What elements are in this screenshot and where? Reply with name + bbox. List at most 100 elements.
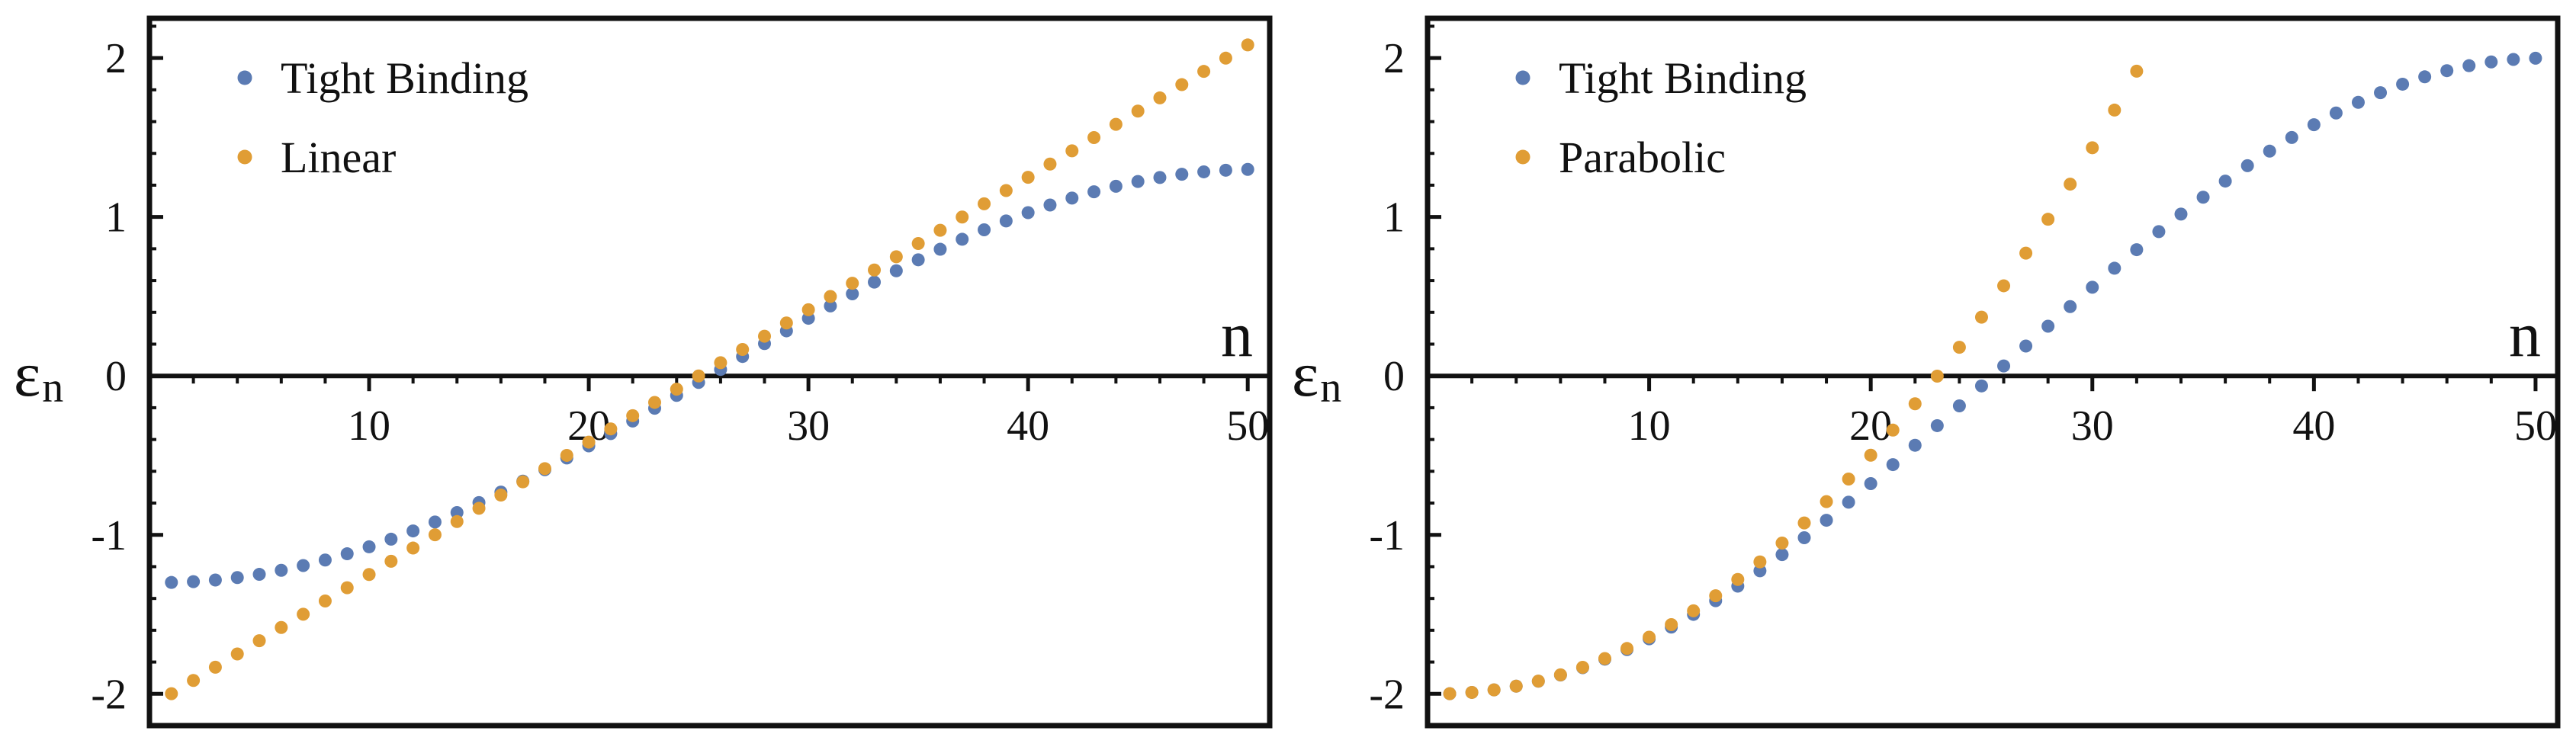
y-tick-label: 1 — [1383, 194, 1405, 242]
legend-label: Tight Binding — [1559, 53, 1807, 103]
x-tick-label: 40 — [1007, 402, 1049, 450]
x-axis-label: n — [2509, 300, 2541, 370]
data-point — [736, 342, 750, 356]
data-point — [472, 502, 486, 515]
data-point — [362, 540, 376, 553]
data-point — [297, 607, 310, 621]
data-point — [318, 553, 332, 567]
data-point — [1241, 38, 1254, 52]
data-point — [1775, 536, 1789, 550]
data-point — [208, 573, 222, 587]
data-point — [275, 563, 288, 577]
data-point — [1065, 144, 1079, 158]
x-tick-label: 50 — [2514, 402, 2557, 450]
data-point — [911, 253, 925, 267]
data-point — [384, 554, 398, 568]
legend-marker — [1515, 70, 1531, 85]
y-tick-label: -2 — [91, 671, 127, 718]
legend-marker — [237, 149, 252, 165]
data-point — [1997, 359, 2011, 373]
data-point — [1241, 162, 1254, 176]
y-tick-label: 2 — [1383, 35, 1405, 82]
data-point — [1598, 652, 1611, 665]
data-point — [2263, 144, 2276, 158]
data-point — [406, 524, 420, 538]
data-point — [1043, 157, 1057, 171]
data-point — [1974, 310, 1988, 324]
data-point — [1997, 279, 2011, 293]
data-point — [2108, 261, 2122, 275]
data-point — [2484, 55, 2498, 69]
plot-frame — [1425, 15, 2561, 729]
data-point — [1820, 495, 1833, 508]
data-point — [1575, 661, 1589, 675]
data-point — [956, 210, 969, 224]
data-point — [450, 514, 464, 528]
data-point — [2418, 70, 2432, 84]
data-point — [779, 316, 793, 330]
data-point — [1643, 630, 1656, 644]
legend-label: Tight Binding — [281, 53, 528, 103]
data-point — [692, 369, 705, 383]
data-point — [758, 329, 772, 343]
data-point — [889, 264, 903, 277]
legend: Tight Binding Parabolic — [1515, 53, 1807, 182]
data-point — [2329, 106, 2343, 120]
data-point — [2529, 51, 2542, 65]
data-point — [208, 660, 222, 674]
legend-marker — [1515, 149, 1531, 165]
data-point — [1021, 171, 1035, 184]
data-point — [1775, 548, 1789, 562]
data-point — [1131, 175, 1145, 188]
data-point — [1175, 168, 1189, 181]
data-point — [2130, 64, 2144, 78]
data-point — [1709, 589, 1723, 603]
data-point — [978, 197, 991, 210]
data-point — [2019, 339, 2033, 353]
data-point — [2196, 191, 2210, 204]
data-point — [2462, 59, 2476, 72]
x-tick-label: 10 — [1628, 402, 1671, 450]
data-point — [1908, 397, 1922, 411]
data-point — [846, 287, 859, 301]
data-point — [340, 547, 354, 561]
data-point — [1531, 675, 1545, 688]
data-point — [801, 303, 815, 316]
data-point — [999, 214, 1013, 228]
data-point — [1509, 679, 1523, 693]
data-point — [1197, 165, 1211, 178]
data-point — [956, 232, 969, 246]
y-tick-label: 2 — [105, 35, 127, 82]
series-parabolic — [1443, 64, 2144, 700]
data-point — [2019, 246, 2033, 260]
x-tick-label: 50 — [1226, 402, 1269, 450]
data-point — [2041, 213, 2055, 226]
data-point — [2307, 118, 2321, 132]
data-point — [560, 448, 573, 462]
data-point — [1687, 604, 1701, 617]
data-point — [999, 184, 1013, 197]
series-tb — [165, 162, 1254, 589]
x-tick-label: 30 — [2071, 402, 2114, 450]
data-point — [340, 581, 354, 595]
legend-marker — [237, 70, 252, 85]
data-point — [1131, 104, 1145, 118]
data-point — [538, 462, 551, 476]
data-point — [1820, 514, 1833, 527]
data-point — [868, 263, 882, 277]
data-point — [1087, 185, 1101, 199]
data-point — [2064, 178, 2077, 191]
data-point — [2440, 64, 2454, 78]
data-point — [1109, 179, 1123, 193]
data-point — [1886, 423, 1900, 437]
data-point — [2152, 225, 2166, 239]
data-point — [1908, 438, 1922, 452]
data-point — [494, 489, 508, 502]
data-point — [1219, 163, 1232, 177]
y-tick-label: 1 — [105, 194, 127, 242]
data-point — [1930, 418, 1944, 432]
data-point — [297, 559, 310, 572]
data-point — [230, 571, 244, 585]
